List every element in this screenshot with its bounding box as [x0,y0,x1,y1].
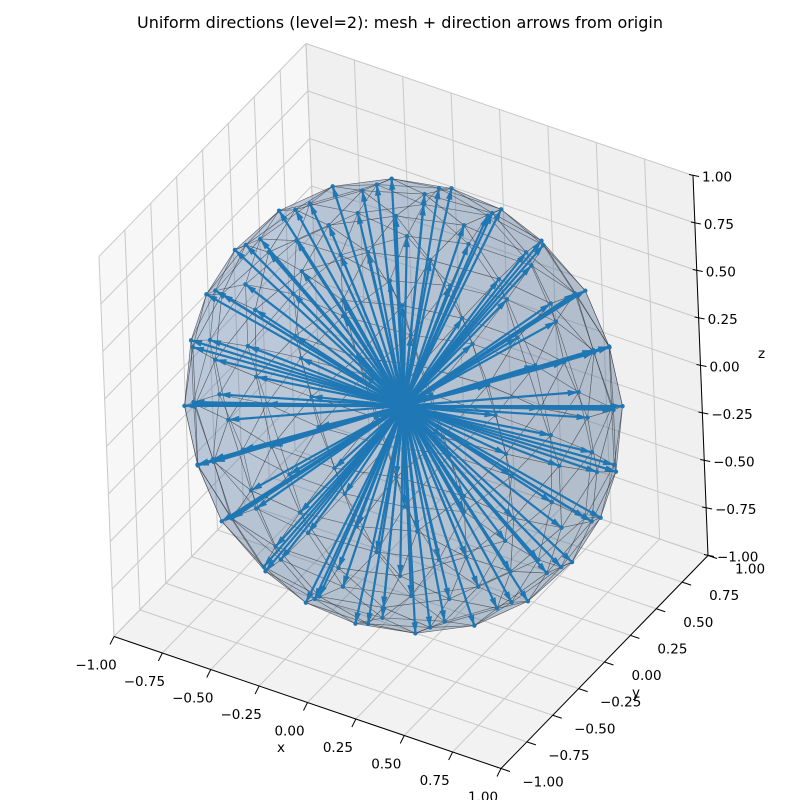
x-tick-label: 0.75 [420,773,450,789]
y-axis-label: y [632,685,640,701]
y-tick-label: 0.25 [657,641,687,657]
x-axis-label: x [277,740,285,756]
y-tick-label: 0.50 [683,615,713,631]
x-tick-label: 0.25 [323,740,353,756]
chart-title: Uniform directions (level=2): mesh + dir… [0,13,800,32]
x-tick-label: −0.50 [172,691,213,707]
x-tick-label: −0.75 [124,674,165,690]
z-tick-label: 0.00 [710,360,740,376]
z-tick-label: −0.50 [713,455,754,471]
z-tick-label: −1.00 [717,550,758,566]
y-tick-label: 0.75 [709,588,739,604]
z-tick-label: 0.50 [706,265,736,281]
z-tick-label: −0.25 [711,407,752,423]
z-axis-label: z [758,346,765,362]
x-tick-label: −0.25 [220,707,261,723]
x-tick-label: 1.00 [468,790,498,801]
y-tick-label: −0.75 [548,748,589,764]
z-tick-label: −0.75 [715,502,756,518]
x-tick-label: 0.00 [274,724,304,740]
y-tick-label: 0.00 [631,668,661,684]
y-tick-label: −1.00 [522,775,563,791]
z-tick-label: 0.75 [704,217,734,233]
x-tick-label: 0.50 [371,757,401,773]
z-tick-label: 1.00 [702,170,732,186]
x-tick-label: −1.00 [75,658,116,674]
y-tick-label: −0.50 [574,721,615,737]
z-tick-label: 0.25 [708,312,738,328]
